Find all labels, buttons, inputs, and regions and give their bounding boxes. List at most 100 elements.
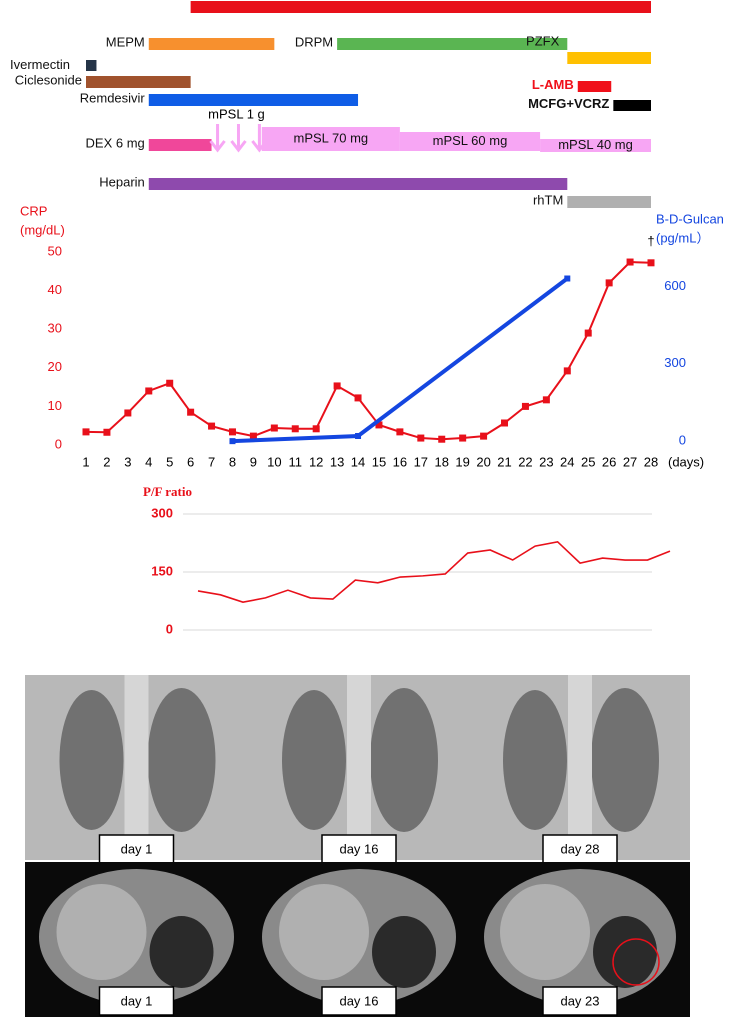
x-tick-label: 18 xyxy=(435,454,449,469)
treatment-bar xyxy=(86,76,191,88)
organ xyxy=(500,884,590,980)
x-tick-label: 8 xyxy=(229,454,236,469)
treatment-label: Ivermectin xyxy=(10,57,70,72)
x-tick-label: 26 xyxy=(602,454,616,469)
x-tick-label: 16 xyxy=(393,454,407,469)
x-tick-label: 25 xyxy=(581,454,595,469)
x-tick-label: 12 xyxy=(309,454,323,469)
y2-axis-label: (pg/mL） xyxy=(656,230,709,245)
series-marker xyxy=(438,435,446,443)
treatment-label: Ciclesonide xyxy=(15,72,82,87)
series-marker xyxy=(375,421,383,429)
series-marker xyxy=(312,425,320,433)
image-label: day 23 xyxy=(560,993,599,1008)
series-marker xyxy=(82,428,90,436)
mediastinum xyxy=(347,675,371,860)
series-marker xyxy=(480,432,488,440)
label-box xyxy=(542,986,618,1016)
mediastinum xyxy=(568,675,592,860)
series-marker xyxy=(270,424,278,432)
series-marker xyxy=(124,409,132,417)
lung xyxy=(147,688,216,832)
treatment-bar xyxy=(86,60,97,71)
organ xyxy=(279,884,369,980)
x-tick-label: 9 xyxy=(250,454,257,469)
treatment-bar xyxy=(190,1,651,13)
treatment-bar xyxy=(148,178,568,190)
treatment-bar xyxy=(613,100,651,111)
treatment-label: MEPM xyxy=(106,34,145,49)
y-axis-label: (mg/dL) xyxy=(20,222,65,237)
pulse-arrow xyxy=(251,124,268,153)
series-marker xyxy=(145,387,153,395)
x-tick-label: 23 xyxy=(539,454,553,469)
series-marker xyxy=(333,382,341,390)
image-label: day 1 xyxy=(121,993,153,1008)
series-marker xyxy=(521,402,529,410)
treatment-bar xyxy=(148,94,359,106)
x-axis-label: (days) xyxy=(668,454,704,469)
treatment-label: PZFX xyxy=(526,33,560,48)
y-tick-label: 150 xyxy=(151,563,173,578)
y-tick-label: 300 xyxy=(151,505,173,520)
series-marker xyxy=(103,428,111,436)
x-tick-label: 17 xyxy=(414,454,428,469)
image-label: day 16 xyxy=(339,993,378,1008)
treatment-label: mPSL 70 mg xyxy=(293,130,368,145)
chart-title: P/F ratio xyxy=(143,484,192,499)
y-tick-label: 0 xyxy=(166,621,173,636)
lung xyxy=(591,688,659,832)
y2-tick-label: 0 xyxy=(679,432,686,447)
y-axis-label: CRP xyxy=(20,203,47,218)
series-marker xyxy=(187,408,195,416)
x-tick-label: 1 xyxy=(82,454,89,469)
series-marker xyxy=(396,428,404,436)
image-label: day 1 xyxy=(121,841,153,856)
lung xyxy=(149,916,214,988)
treatment-bar xyxy=(337,38,568,50)
lung xyxy=(593,916,657,988)
series-line xyxy=(85,261,652,441)
y-tick-label: 0 xyxy=(55,436,62,451)
treatment-label: mPSL 40 mg xyxy=(558,137,633,152)
treatment-label: DEX 6 mg xyxy=(86,135,145,150)
treatment-bar xyxy=(261,127,400,151)
series-marker xyxy=(355,432,362,439)
y-tick-label: 10 xyxy=(48,398,62,413)
series-marker xyxy=(291,425,299,433)
series-marker xyxy=(459,434,467,442)
x-tick-label: 7 xyxy=(208,454,215,469)
x-tick-label: 13 xyxy=(330,454,344,469)
series-marker xyxy=(563,367,571,375)
x-tick-label: 6 xyxy=(187,454,194,469)
x-tick-label: 24 xyxy=(560,454,574,469)
series-marker xyxy=(647,259,655,267)
x-tick-label: 14 xyxy=(351,454,365,469)
death-mark: † xyxy=(647,233,654,248)
organ xyxy=(56,884,147,980)
treatment-label: mPSL 60 mg xyxy=(433,133,508,148)
lung xyxy=(372,916,436,988)
x-tick-label: 28 xyxy=(644,454,658,469)
treatment-label: MCFG+VCRZ xyxy=(528,96,609,111)
treatment-bar xyxy=(567,196,651,208)
y-tick-label: 50 xyxy=(48,243,62,258)
pf-line xyxy=(197,540,671,603)
treatment-bar xyxy=(540,139,651,152)
y2-tick-label: 600 xyxy=(664,278,686,293)
image-label: day 28 xyxy=(560,841,599,856)
treatment-bar xyxy=(567,52,651,64)
x-tick-label: 5 xyxy=(166,454,173,469)
y2-axis-label: B-D-Gulcan xyxy=(656,211,724,226)
series-marker xyxy=(228,428,236,436)
y-tick-label: 30 xyxy=(48,321,62,336)
treatment-label: Heparin xyxy=(99,174,145,189)
label-box xyxy=(321,834,397,864)
x-tick-label: 3 xyxy=(124,454,131,469)
treatment-bar xyxy=(148,38,275,50)
treatment-bar xyxy=(148,139,212,151)
x-tick-label: 22 xyxy=(518,454,532,469)
series-marker xyxy=(626,258,634,266)
